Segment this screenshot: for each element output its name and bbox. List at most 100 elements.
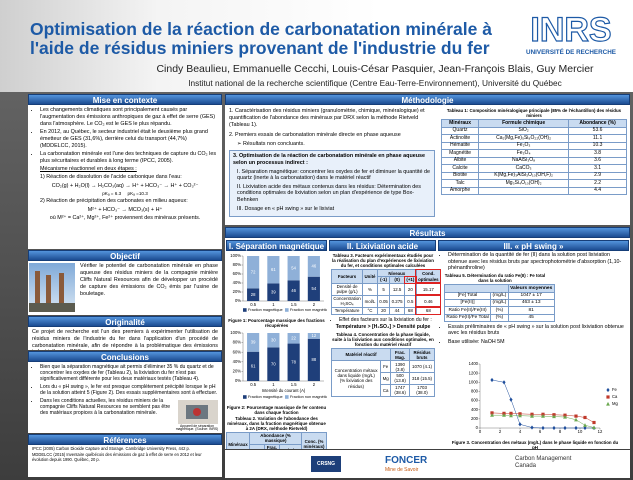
header-cell: Niveaux <box>376 269 417 278</box>
table1-area: Tableau 1: Composition minéralogique pri… <box>440 107 627 196</box>
method-result: ➢ Résultats non concluants. <box>237 140 305 147</box>
subsection-heading: I. Séparation magnétique <box>226 240 327 251</box>
marker <box>552 414 556 419</box>
photo-caption: Appareil de séparation magnétique. (Sour… <box>175 423 219 432</box>
marker <box>574 414 578 418</box>
marker <box>509 411 513 415</box>
bullet: Essais préliminaires de « pH swing » sur… <box>448 324 627 337</box>
table-caption: Tableau 4. Concentration de la phase liq… <box>332 332 434 348</box>
marker <box>490 413 494 417</box>
table-cell <box>478 186 570 196</box>
header-cell: Frac. Mag. <box>390 348 411 362</box>
table-cell: Densité de pulpe (g/L) <box>330 282 364 296</box>
table-cell: 2.2 <box>568 179 627 188</box>
table-cell: 318 (15.5) <box>409 372 435 385</box>
table-row: Concentration H₂SO₄ mol/L 0.05 0.275 0.5 0.46 <box>330 294 442 309</box>
equation: CO₂(g) + H₂O(l) → H₂CO₃(aq) → H⁺ + HCO₃⁻… <box>51 182 199 189</box>
header-row: Minéraux Abondance (% massique) Conc. (% m… <box>225 431 327 449</box>
legend-swatch <box>285 394 289 399</box>
table-cell: (%) <box>490 313 509 322</box>
x-tick-label: 0.5 <box>250 382 256 387</box>
bar-segment <box>287 332 300 344</box>
y-tick-label: 40% <box>233 280 242 285</box>
marker <box>563 414 567 419</box>
section-heading: Résultats <box>225 227 630 238</box>
marker <box>552 425 556 431</box>
legend-swatch <box>243 394 247 399</box>
bullet-list: Effet des facteurs sur la lixiviation du… <box>331 317 435 323</box>
data-table: Matériel réactif Frac. Mag. Résidus bruts C… <box>330 348 435 397</box>
originality-box: Ce projet de recherche est l'un des prem… <box>28 327 222 350</box>
data-label: 39 <box>271 289 276 294</box>
table-cell: 45 <box>507 313 555 322</box>
step3-item: III. Dosage en « pH swing » sur le lixiv… <box>237 205 335 212</box>
marker <box>502 380 506 385</box>
table-row: Ratio Fe(II)/Fe(III) (%) 81 <box>443 306 555 315</box>
bar-segment <box>267 283 280 301</box>
table-row: Température °C 20 44 68 68 <box>330 306 442 316</box>
marker <box>490 377 494 383</box>
legend-label: Fraction non magnétique <box>290 308 327 312</box>
bar-segment <box>307 332 320 339</box>
marker <box>541 425 545 431</box>
marker <box>592 420 596 425</box>
institution: Institut national de la recherche scient… <box>188 78 562 88</box>
section-heading: Objectif <box>28 250 222 261</box>
bar-segment <box>287 256 300 281</box>
y-tick-label: 20% <box>233 368 242 373</box>
data-label: 72 <box>251 269 256 274</box>
data-label: 12 <box>312 333 317 338</box>
table-row: [Fe] Total (mg/L) 1047 ± 17 <box>443 291 555 301</box>
x-tick-label: 1.5 <box>291 382 297 387</box>
bar-segment <box>287 280 300 301</box>
note: où M²⁺ = Ca²⁺, Mg²⁺, Fe²⁺ proviennent de… <box>49 214 201 221</box>
table-cell: 20 <box>376 306 391 315</box>
reference: MDDELCC (2015) Inventaire québécois des … <box>32 452 202 463</box>
table-cell: 3.6 <box>568 156 627 166</box>
header-cell: Variation <box>278 443 303 449</box>
y-tick-label: 0% <box>235 378 241 383</box>
section-heading: Conclusions <box>28 351 222 362</box>
chimney <box>59 273 64 307</box>
conclusions-box: Bien que la séparation magnétique ait pe… <box>28 362 222 433</box>
marker <box>592 425 596 430</box>
logo-crsng: CRSNG <box>311 456 341 472</box>
table-cell: 0.275 <box>389 294 405 308</box>
header-cell: Matériel réactif <box>330 348 392 362</box>
table-row: Densité de pulpe (g/L)% 5 12.5 20 15.17 <box>330 282 442 297</box>
step3-item: II. Lixiviation acide des métaux contenu… <box>237 183 421 204</box>
y-tick-label: 400 <box>471 407 479 412</box>
y-tick-label: 800 <box>471 389 479 394</box>
table-cell: 68 <box>415 306 442 316</box>
table-cell: 0.05 <box>376 294 391 308</box>
methodology-box: 1. Caractérisation des résidus miniers (… <box>225 105 630 225</box>
effect-order: Température > [H₂SO₄] > Densité pulpe <box>335 324 431 331</box>
table-cell: Température <box>330 306 364 315</box>
logo-strip: CRSNG FONCER Mine de Savoir Carbon Manag… <box>225 450 630 478</box>
table-row: Albite NaAlSi₃O₈ 3.6 <box>440 156 627 166</box>
y-tick-label: 0 <box>476 425 479 430</box>
bullet: Base utilisée: NaOH 5M <box>448 339 627 346</box>
table-cell: Magnétite <box>440 149 480 158</box>
data-label: 61 <box>271 267 276 272</box>
bullet: Bien que la séparation magnétique ait pe… <box>40 364 218 382</box>
reference: IPCC (2005) Carbon Dioxide Capture and S… <box>32 446 190 451</box>
bar-segment <box>247 256 260 289</box>
header-cell: Abondance (%) <box>568 119 627 128</box>
header-cell: Formule chimique <box>478 119 570 128</box>
table-row: Magnétite Fe₃O₄ 3.8 <box>440 149 627 158</box>
data-label: 46 <box>291 288 296 293</box>
legend-marker <box>606 387 610 393</box>
legend-label: Fe <box>612 387 618 392</box>
header-row: Facteurs Unité Niveaux Cond. optimales <box>330 268 442 285</box>
table-caption: Tableau 1: Composition minéralogique pri… <box>446 108 622 119</box>
bar-segment <box>267 332 280 348</box>
x-tick-label: 2 <box>499 429 502 434</box>
table-row: Mg 500 (13.8) 318 (15.5) <box>332 372 435 385</box>
section-heading: Mise en contexte <box>28 94 222 105</box>
marker <box>583 425 587 431</box>
logo-cmc: Carbon Management Canada <box>515 456 572 469</box>
table-cell: Ca₂(Mg,Fe)₅Si₈O₂₂(OH)₂ <box>478 134 570 143</box>
legend-swatch <box>243 308 247 312</box>
subsection-heading: II. Lixiviation acide <box>329 240 436 251</box>
